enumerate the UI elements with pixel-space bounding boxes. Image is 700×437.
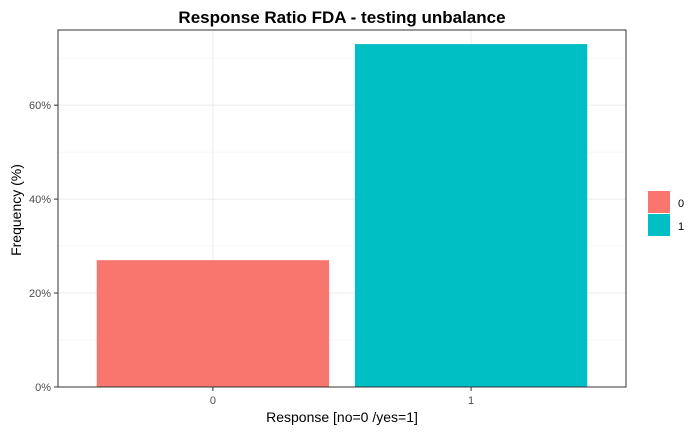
x-tick-label: 0: [210, 395, 216, 407]
bar-1: [354, 44, 588, 388]
y-tick-label: 40%: [29, 194, 51, 206]
legend-label-1: 1: [678, 221, 684, 233]
y-axis-title: Frequency (%): [8, 164, 24, 256]
y-tick-label: 0%: [35, 382, 51, 394]
chart-title: Response Ratio FDA - testing unbalance: [178, 8, 505, 27]
y-tick-label: 20%: [29, 288, 51, 300]
axis-ticks: 0% 20% 40% 60% 0 1: [29, 100, 474, 407]
y-tick-label: 60%: [29, 100, 51, 112]
legend-key-1: [648, 214, 670, 236]
legend: 01: [648, 191, 684, 236]
legend-key-0: [648, 191, 670, 213]
x-axis-title: Response [no=0 /yes=1]: [266, 409, 418, 425]
bar-0: [96, 260, 330, 387]
x-tick-label: 1: [468, 395, 474, 407]
panel-border: [57, 29, 627, 388]
legend-label-0: 0: [678, 198, 684, 210]
bars: [96, 44, 588, 388]
